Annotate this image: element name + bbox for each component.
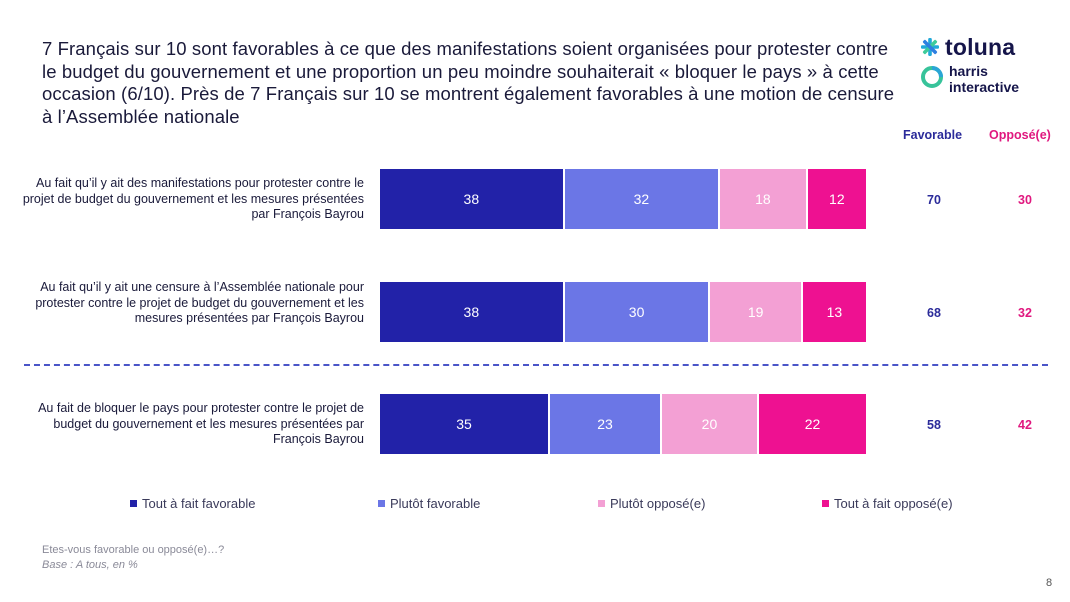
- total-oppose: 42: [1018, 418, 1032, 432]
- bar-segment-tout-opp: 13: [802, 282, 866, 342]
- bar-value-label: 32: [633, 191, 650, 207]
- legend-swatch: [598, 500, 605, 507]
- bar-value-label: 12: [829, 191, 845, 207]
- bar-value-label: 13: [826, 304, 843, 320]
- bar-segment-plutot-fav: 32: [564, 169, 719, 229]
- row-label-bloquer: Au fait de bloquer le pays pour proteste…: [38, 401, 364, 446]
- harris-ring-icon: [921, 66, 943, 88]
- toluna-wordmark: toluna: [945, 33, 1016, 60]
- total-favorable: 58: [927, 418, 941, 432]
- bar-value-label: 18: [755, 191, 771, 207]
- legend-item-tout-opp: Tout à fait opposé(e): [822, 496, 953, 511]
- footnote-base: Base : A tous, en %: [42, 559, 138, 571]
- page-title: 7 Français sur 10 sont favorables à ce q…: [42, 38, 895, 127]
- bar-value-label: 35: [456, 416, 472, 432]
- total-oppose: 32: [1018, 306, 1032, 320]
- bar-value-label: 19: [747, 304, 764, 320]
- toluna-harris-logo: toluna harris interactive: [920, 34, 1050, 94]
- legend-item-plutot-opp: Plutôt opposé(e): [598, 496, 705, 511]
- bar-value-label: 23: [597, 416, 613, 432]
- bar-value-label: 20: [701, 416, 718, 432]
- bar-value-label: 30: [628, 304, 645, 320]
- total-favorable: 68: [927, 306, 941, 320]
- bar-segment-plutot-opp: 19: [710, 282, 801, 342]
- bar-segment-plutot-fav: 30: [564, 282, 709, 342]
- legend-swatch: [378, 500, 385, 507]
- column-header-favorable: Favorable: [903, 128, 963, 142]
- bar-value-label: 38: [463, 191, 480, 207]
- bar-segment-tout-opp: 22: [759, 394, 866, 454]
- bar-value-label: 22: [804, 416, 821, 432]
- footnote-question: Etes-vous favorable ou opposé(e)…?: [42, 544, 225, 556]
- total-oppose: 30: [1018, 193, 1032, 207]
- total-favorable: 70: [927, 193, 941, 207]
- bar-segment-tout-fav: 38: [380, 282, 563, 342]
- toluna-asterisk-icon: [921, 38, 939, 56]
- row-label-censure: Au fait qu’il y ait une censure à l’Asse…: [35, 280, 364, 325]
- bar-segment-tout-fav: 38: [380, 169, 563, 229]
- page-number: 8: [1046, 577, 1053, 589]
- legend-swatch: [822, 500, 829, 507]
- bar-value-label: 38: [463, 304, 480, 320]
- legend-item-tout-fav: Tout à fait favorable: [130, 496, 255, 511]
- bar-segment-plutot-opp: 18: [720, 169, 806, 229]
- bar-segment-tout-opp: 12: [807, 169, 866, 229]
- row-label-manifestations: Au fait qu’il y ait des manifestations p…: [22, 176, 364, 221]
- dashed-divider: [24, 364, 1048, 366]
- bar-segment-tout-fav: 35: [380, 394, 549, 454]
- legend-swatch: [130, 500, 137, 507]
- footnote: Etes-vous favorable ou opposé(e)…? Base …: [42, 543, 224, 573]
- harris-wordmark: harris interactive: [949, 63, 1020, 95]
- column-header-oppose: Opposé(e): [989, 128, 1051, 142]
- bar-segment-plutot-opp: 20: [661, 394, 758, 454]
- bar-segment-plutot-fav: 23: [550, 394, 660, 454]
- legend-item-plutot-fav: Plutôt favorable: [378, 496, 480, 511]
